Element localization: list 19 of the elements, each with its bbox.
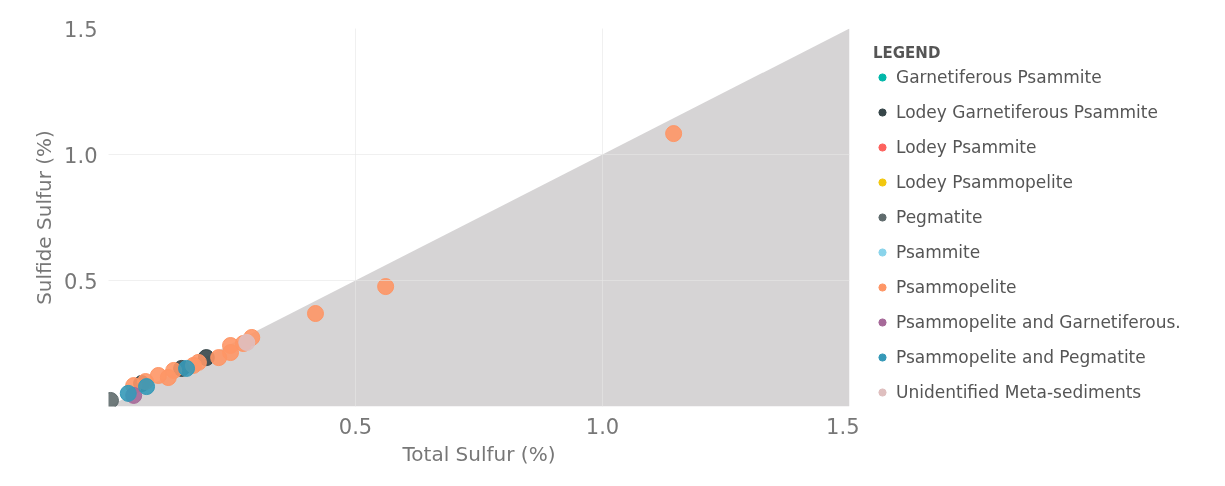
legend-label: Lodey Psammopelite [896,172,1073,192]
y-tick-label: 1.0 [64,143,98,168]
legend-title: LEGEND [873,44,942,62]
x-tick-label: 0.5 [338,414,373,439]
y-tick-label: 0.5 [64,269,98,294]
legend-label: Unidentified Meta-sediments [896,382,1142,402]
y-tick-label: 1.5 [64,17,98,42]
x-tick-label: 1.0 [585,414,620,439]
legend-label: Psammopelite [896,277,1017,297]
legend-label: Garnetiferous Psammite [896,67,1102,87]
y-axis-title: Sulfide Sulfur (%) [32,130,57,305]
legend-label: Psammite [896,242,981,262]
legend-label: Psammopelite and Pegmatite [896,347,1146,367]
x-tick-label: 1.5 [826,414,860,439]
legend-label: Psammopelite and Garnetiferous. [896,312,1181,332]
legend-label: Lodey Garnetiferous Psammite [896,102,1158,122]
legend-label: Pegmatite [896,207,983,227]
x-axis-title: Total Sulfur (%) [401,441,556,466]
legend-label: Lodey Psammite [896,137,1037,157]
